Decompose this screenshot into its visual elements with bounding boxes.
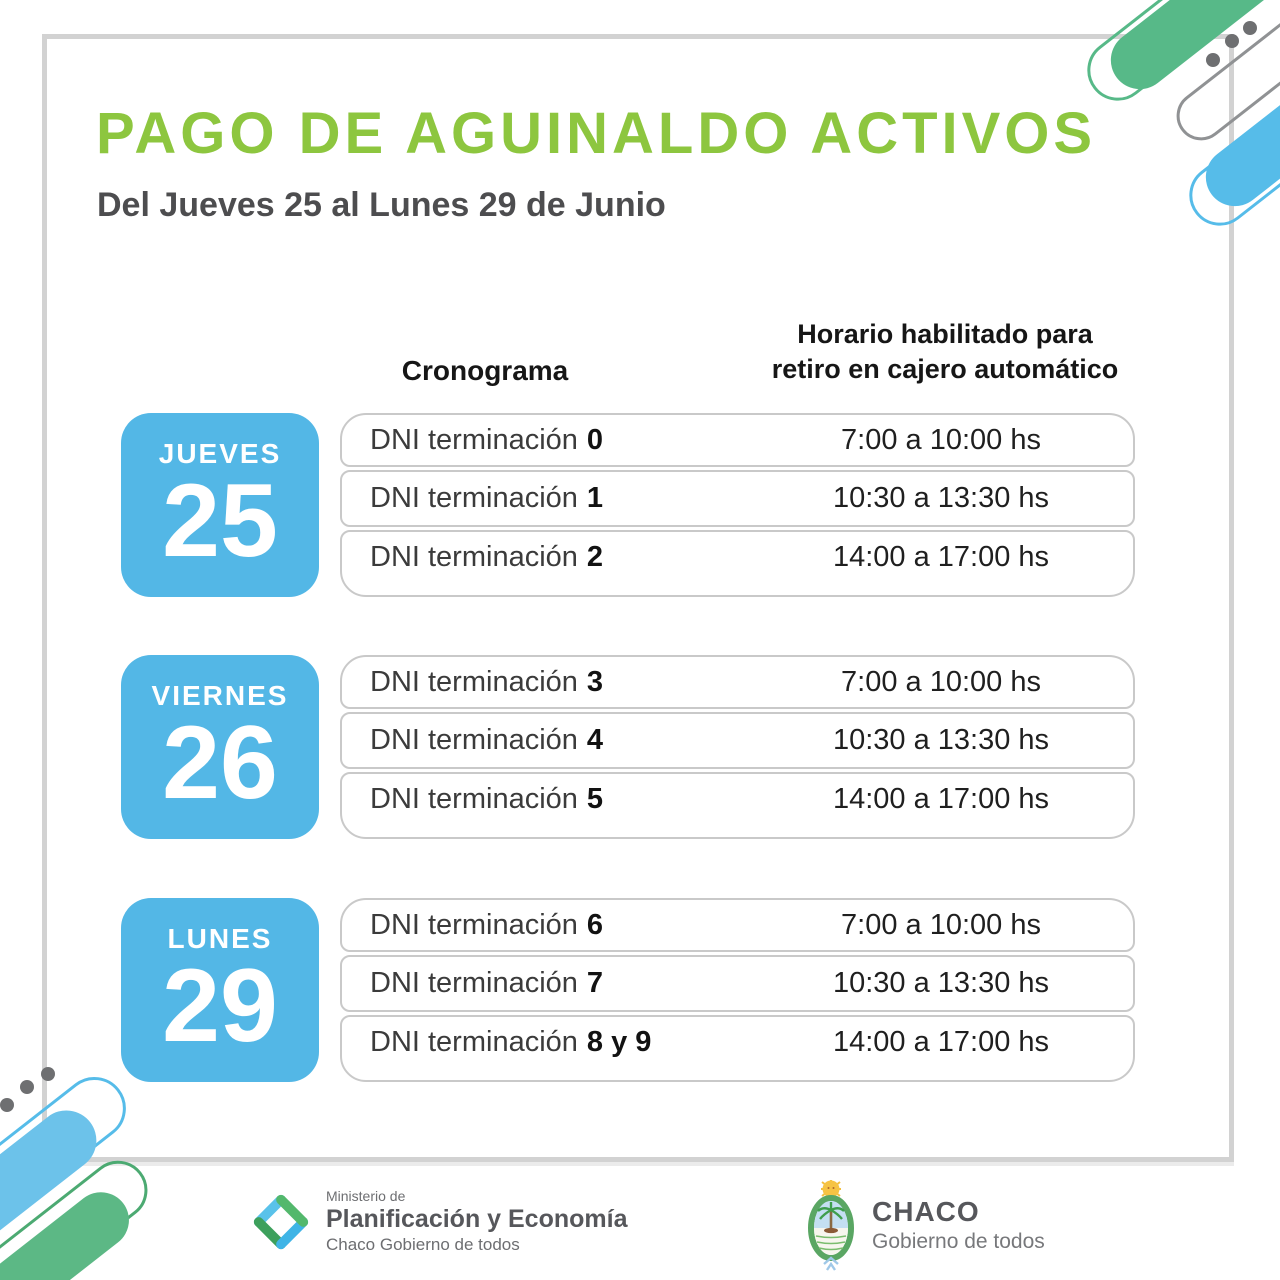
capsule-green-icon <box>1110 0 1280 90</box>
day-box-viernes-26: VIERNES 26 <box>121 655 319 839</box>
time-slot: 7:00 a 10:00 hs <box>841 423 1041 456</box>
time-slot: 14:00 a 17:00 hs <box>832 783 1050 815</box>
schedule-row: DNI terminación 7 10:30 a 13:30 hs <box>340 955 1135 1012</box>
ministry-line2: Planificación y Economía <box>326 1205 628 1234</box>
dni-cell: DNI terminación 6 <box>342 909 783 942</box>
dni-label: DNI terminación <box>370 724 578 756</box>
schedule-row: DNI terminación 1 10:30 a 13:30 hs <box>340 470 1135 527</box>
page-subtitle: Del Jueves 25 al Lunes 29 de Junio <box>97 186 666 224</box>
schedule-row: DNI terminación 4 10:30 a 13:30 hs <box>340 712 1135 769</box>
dni-cell: DNI terminación 2 <box>342 541 783 574</box>
dni-ending: 8 y 9 <box>586 1026 652 1058</box>
capsule-outline-green-icon <box>0 1160 148 1280</box>
day-box-jueves-25: JUEVES 25 <box>121 413 319 597</box>
schedule-group-lunes: DNI terminación 6 7:00 a 10:00 hs DNI ter… <box>340 898 1135 1082</box>
schedule-row: DNI terminación 3 7:00 a 10:00 hs <box>340 655 1135 709</box>
dni-label: DNI terminación <box>370 783 578 815</box>
column-header-horario-line1: Horario habilitado para <box>797 319 1093 349</box>
day-name: JUEVES <box>158 438 282 470</box>
chaco-coat-of-arms-icon <box>808 1180 854 1271</box>
dni-cell: DNI terminación 0 <box>342 424 783 457</box>
time-slot: 10:30 a 13:30 hs <box>832 724 1050 756</box>
dni-label: DNI terminación <box>370 967 578 999</box>
schedule-row: DNI terminación 5 14:00 a 17:00 hs <box>340 772 1135 839</box>
page-title: PAGO DE AGUINALDO ACTIVOS <box>96 101 1097 166</box>
dni-label: DNI terminación <box>370 423 578 456</box>
ministry-line1: Ministerio de <box>326 1188 406 1204</box>
capsule-blue-icon <box>1205 11 1280 207</box>
ministry-logo: Ministerio de Planificación y Economía C… <box>250 1188 627 1256</box>
dni-cell: DNI terminación 4 <box>342 724 783 757</box>
ministry-line3: Chaco Gobierno de todos <box>326 1235 520 1255</box>
ministry-text: Ministerio de Planificación y Economía C… <box>326 1188 627 1256</box>
dni-label: DNI terminación <box>370 908 578 941</box>
capsule-outline-gray-icon <box>1176 0 1280 141</box>
day-number: 25 <box>162 463 278 580</box>
time-slot: 10:30 a 13:30 hs <box>832 482 1050 514</box>
chaco-tagline: Gobierno de todos <box>872 1229 1045 1253</box>
chaco-name: CHACO <box>872 1195 980 1227</box>
day-box-lunes-29: LUNES 29 <box>121 898 319 1082</box>
schedule-row: DNI terminación 6 7:00 a 10:00 hs <box>340 898 1135 952</box>
dni-ending: 5 <box>586 783 604 815</box>
chaco-text: CHACO Gobierno de todos <box>872 1195 1045 1255</box>
poster-frame <box>42 34 1234 1162</box>
dni-label: DNI terminación <box>370 1026 578 1058</box>
time-slot: 7:00 a 10:00 hs <box>841 665 1041 698</box>
dni-cell: DNI terminación 1 <box>342 482 783 515</box>
day-name: LUNES <box>167 923 273 955</box>
capsule-blue-icon <box>0 1110 97 1280</box>
capsule-outline-blue-icon <box>1189 27 1280 226</box>
dni-ending: 3 <box>586 665 604 698</box>
dots-icon <box>1206 21 1257 67</box>
capsule-green-icon <box>0 1192 129 1280</box>
time-slot: 10:30 a 13:30 hs <box>832 967 1050 999</box>
column-header-cronograma: Cronograma <box>401 355 569 386</box>
dni-label: DNI terminación <box>370 541 578 573</box>
day-number: 26 <box>162 705 278 822</box>
dni-label: DNI terminación <box>370 482 578 514</box>
time-slot: 7:00 a 10:00 hs <box>841 908 1041 941</box>
ministry-diamond-icon <box>253 1194 309 1250</box>
dni-cell: DNI terminación 3 <box>342 666 783 699</box>
dni-cell: DNI terminación 5 <box>342 783 783 816</box>
dni-ending: 0 <box>586 423 604 456</box>
schedule-group-jueves: DNI terminación 0 7:00 a 10:00 hs DNI ter… <box>340 413 1135 597</box>
schedule-row: DNI terminación 8 y 9 14:00 a 17:00 hs <box>340 1015 1135 1082</box>
dots-icon <box>0 1067 55 1112</box>
dni-ending: 7 <box>586 967 604 999</box>
time-slot: 14:00 a 17:00 hs <box>832 1026 1050 1058</box>
dni-cell: DNI terminación 7 <box>342 967 783 1000</box>
day-number: 29 <box>162 948 278 1065</box>
column-header-horario-line2: retiro en cajero automático <box>771 354 1119 384</box>
schedule-group-viernes: DNI terminación 3 7:00 a 10:00 hs DNI ter… <box>340 655 1135 839</box>
schedule-row: DNI terminación 0 7:00 a 10:00 hs <box>340 413 1135 467</box>
time-slot: 14:00 a 17:00 hs <box>832 541 1050 573</box>
dni-ending: 1 <box>586 482 604 514</box>
column-header-horario: Horario habilitado para retiro en cajero… <box>725 317 1165 387</box>
dni-cell: DNI terminación 8 y 9 <box>342 1026 783 1059</box>
dni-ending: 4 <box>586 724 604 756</box>
corner-decoration-bottom-left <box>0 1067 148 1280</box>
schedule-row: DNI terminación 2 14:00 a 17:00 hs <box>340 530 1135 597</box>
day-name: VIERNES <box>151 680 289 712</box>
dni-ending: 2 <box>586 541 604 573</box>
dni-ending: 6 <box>586 908 604 941</box>
corner-decoration-top-right <box>1087 0 1280 226</box>
chaco-logo: CHACO Gobierno de todos <box>806 1178 1045 1274</box>
dni-label: DNI terminación <box>370 665 578 698</box>
